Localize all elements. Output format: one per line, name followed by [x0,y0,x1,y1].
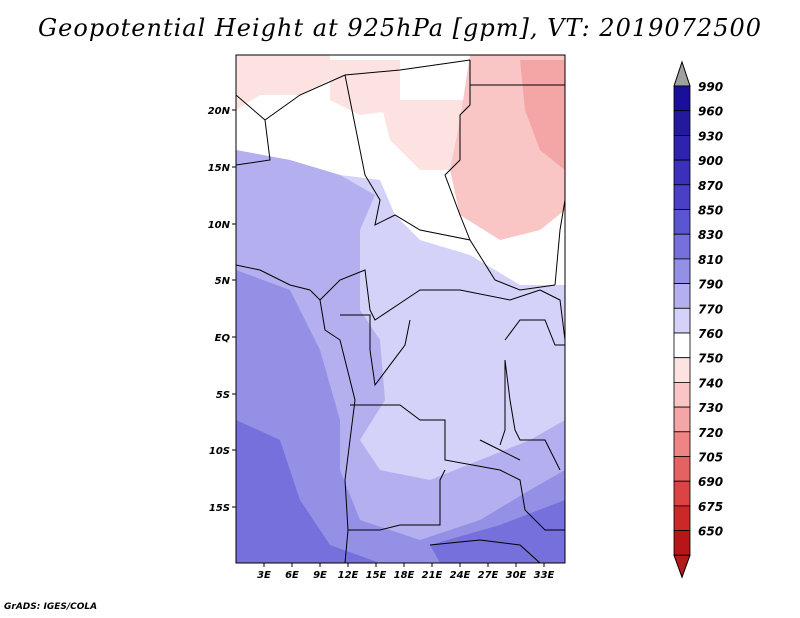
lon-label: 33E [534,570,555,581]
colorbar-swatch [673,184,691,210]
contour-830 [236,270,565,563]
lat-label: 20N [208,106,231,117]
colorbar-label: 720 [698,426,723,440]
lat-tick-labels: 20N 15N 10N 5N EQ 5S 10S 15S [208,106,231,514]
country-borders [236,59,565,563]
colorbar-label: 850 [698,204,723,218]
colorbar-swatch [673,480,691,507]
lat-label: 10S [209,446,230,457]
colorbar-label: 730 [698,401,723,415]
colorbar-swatch [673,307,691,334]
colorbar-swatch [673,332,691,359]
colorbar-top-arrow [673,60,691,87]
contour-750-west [236,55,330,110]
colorbar-label: 705 [698,451,723,465]
colorbar-label: 690 [698,475,723,489]
colorbar-label: 990 [698,80,723,94]
lon-label: 6E [285,570,299,581]
lon-label: 24E [450,570,471,581]
lon-label: 21E [422,570,443,581]
colorbar-swatch [673,357,691,383]
lon-label: 9E [313,570,327,581]
colorbar-swatch [673,381,691,408]
colorbar-label: 790 [698,278,723,292]
colorbar: 990 960 930 900 870 850 830 810 790 770 760 750 740 7… [673,60,723,579]
map-frame [235,54,566,564]
colorbar-bottom-arrow [673,554,691,579]
colorbar-label: 900 [698,154,723,168]
colorbar-label: 750 [698,352,723,366]
colorbar-label: 740 [698,376,723,390]
lon-label: 27E [478,570,499,581]
lon-label: 3E [257,570,271,581]
lat-label: EQ [215,333,231,344]
colorbar-swatch [673,283,691,309]
colorbar-swatch [673,431,691,457]
map-title: Geopotential Height at 925hPa [gpm], VT:… [38,14,762,42]
colorbar-swatch [673,530,691,556]
contour-field [236,55,565,563]
lon-tick-marks [263,563,545,567]
lat-label: 5S [216,390,230,401]
contour-850-sw [236,420,380,563]
contour-730 [520,60,565,170]
colorbar-swatch [673,233,691,260]
contour-750-center [380,100,470,170]
colorbar-swatch [673,406,691,433]
colorbar-swatch [673,209,691,235]
grads-credit: GrADS: IGES/COLA [4,602,98,612]
lat-label: 10N [208,220,231,231]
colorbar-swatch [673,258,691,284]
colorbar-swatch [673,134,691,161]
colorbar-label: 770 [698,302,723,316]
lon-tick-labels: 3E 6E 9E 12E 15E 18E 21E 24E 27E 30E 33E [257,570,554,581]
colorbar-label: 650 [698,525,723,539]
colorbar-swatch [673,456,691,482]
colorbar-label: 870 [698,179,723,193]
lat-label: 5N [215,276,231,287]
colorbar-label: 930 [698,129,723,143]
colorbar-label: 675 [698,500,723,514]
colorbar-swatch [673,505,691,531]
colorbar-label: 810 [698,253,723,267]
colorbar-label: 960 [698,105,723,119]
lat-tick-marks [232,109,236,508]
lon-label: 18E [394,570,415,581]
colorbar-label: 830 [698,228,723,242]
lat-label: 15S [209,503,230,514]
colorbar-swatch [673,159,691,186]
colorbar-swatch [673,110,691,136]
colorbar-label: 760 [698,327,723,341]
colorbar-swatch [673,85,691,112]
lon-label: 12E [338,570,359,581]
lat-label: 15N [208,163,231,174]
lon-label: 30E [506,570,527,581]
lon-label: 15E [366,570,387,581]
